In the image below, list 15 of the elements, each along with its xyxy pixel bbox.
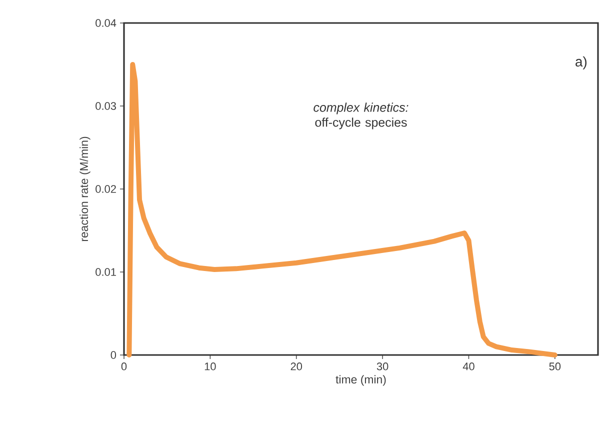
y-axis-title: reaction rate (M/min) <box>80 136 90 242</box>
x-tick-label: 10 <box>204 362 216 370</box>
y-tick-label: 0.04 <box>96 19 116 27</box>
y-tick-label: 0.03 <box>96 102 116 110</box>
y-tick-label: 0.02 <box>96 185 116 193</box>
x-tick-label: 0 <box>121 362 127 370</box>
x-tick-label: 30 <box>376 362 388 370</box>
x-tick-label: 40 <box>462 362 474 370</box>
annotation: complex kinetics: off-cycle species <box>314 102 408 130</box>
annotation: a) <box>576 56 587 70</box>
x-tick-label: 50 <box>549 362 561 370</box>
x-axis-title: time (min) <box>336 375 386 386</box>
y-tick-label: 0.01 <box>96 268 116 276</box>
y-tick-label: 0 <box>110 351 116 359</box>
x-tick-label: 20 <box>290 362 302 370</box>
